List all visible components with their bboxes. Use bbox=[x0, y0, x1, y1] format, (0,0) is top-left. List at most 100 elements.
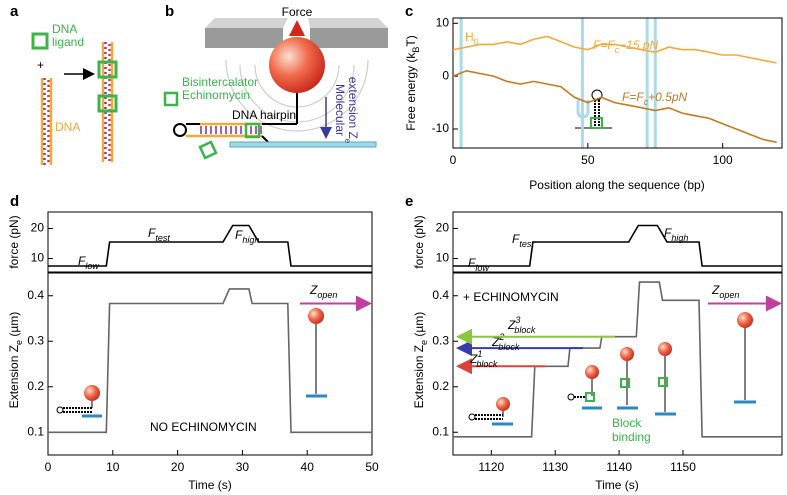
dna-right bbox=[97, 42, 118, 162]
panel-label: b bbox=[165, 3, 174, 20]
y-axis-label-part: (µm) bbox=[412, 312, 426, 340]
magnet bbox=[205, 28, 283, 48]
block-label-part: Z bbox=[507, 318, 516, 332]
force-label: Ftest bbox=[148, 226, 170, 243]
y-axis-label-part: B bbox=[411, 47, 421, 53]
drug-icon bbox=[163, 91, 179, 107]
zopen-label-part: open bbox=[317, 290, 337, 300]
block-label-part: 1 bbox=[477, 349, 482, 359]
force-label-part: high bbox=[242, 235, 259, 245]
series-label-part: c bbox=[615, 45, 620, 55]
y-axis-label-part: T) bbox=[404, 35, 418, 46]
force-label: Flow bbox=[468, 256, 489, 273]
block-label-part: Z bbox=[469, 352, 478, 366]
magnet bbox=[310, 28, 388, 48]
force-label-part: test bbox=[519, 239, 534, 249]
x-tick-label: 10 bbox=[106, 460, 120, 474]
y-tick-label: 10 bbox=[31, 251, 45, 265]
block-label-part: 3 bbox=[515, 315, 520, 325]
cartoons-e bbox=[468, 312, 756, 426]
zopen-label: Zopen bbox=[711, 283, 739, 300]
force-label-part: F bbox=[78, 254, 86, 268]
force-label-part: low bbox=[85, 261, 99, 271]
plot-frame bbox=[452, 17, 783, 149]
ligand-label: ligand bbox=[52, 35, 84, 49]
zopen-label: Zopen bbox=[309, 283, 337, 300]
y-axis-label: force (pN) bbox=[412, 215, 426, 268]
force-label-part: F bbox=[664, 226, 672, 240]
y-axis-label: Free energy (kBT) bbox=[404, 35, 421, 130]
block-label-part: block bbox=[498, 342, 520, 352]
force-label: Fhigh bbox=[235, 228, 259, 245]
series-label-part: −15 pN bbox=[619, 38, 658, 52]
x-tick-label: 30 bbox=[236, 460, 250, 474]
panel-a: DNA ligand + DNA bbox=[31, 22, 118, 165]
x-axis-label: Time (s) bbox=[188, 478, 232, 492]
y-tick-label: 0.2 bbox=[432, 379, 449, 393]
y-tick-label: 0.1 bbox=[27, 424, 44, 438]
y-axis-label-part: (µm) bbox=[7, 312, 21, 340]
force-label: Ftest bbox=[512, 232, 534, 249]
series-line bbox=[453, 224, 782, 267]
annotation-part: H bbox=[465, 30, 474, 44]
series-line bbox=[452, 35, 777, 64]
annotation: H0 bbox=[465, 30, 479, 47]
plot-frame bbox=[47, 211, 373, 273]
force-label-part: F bbox=[148, 226, 156, 240]
y-axis-label: Extension Ze (µm) bbox=[7, 312, 24, 409]
x-tick-label: 50 bbox=[581, 153, 595, 167]
plus: + bbox=[37, 58, 44, 72]
hairpin bbox=[173, 93, 298, 160]
block-label: Z2block bbox=[491, 332, 520, 352]
annotation: NO ECHINOMYCIN bbox=[150, 420, 257, 434]
block-label: Z3 block bbox=[507, 315, 536, 335]
x-tick-label: 0 bbox=[45, 460, 52, 474]
series-label-part: F=F bbox=[622, 90, 644, 104]
y-axis-label-part: e bbox=[419, 340, 429, 345]
x-axis-label: Time (s) bbox=[595, 478, 639, 492]
plot-frame bbox=[47, 272, 373, 456]
hairpin-label: DNA hairpin bbox=[232, 108, 296, 122]
x-tick-label: 1130 bbox=[542, 460, 568, 474]
y-axis-label: force (pN) bbox=[7, 215, 21, 268]
block-label-part: block bbox=[476, 359, 498, 369]
series-line bbox=[453, 281, 782, 438]
block-label-part: Z bbox=[491, 335, 500, 349]
ligand-icon bbox=[31, 32, 49, 50]
force-label: Force bbox=[282, 5, 313, 19]
block-label-part: block bbox=[514, 325, 536, 335]
x-tick-label: 1120 bbox=[478, 460, 504, 474]
binding-label: Block bbox=[612, 416, 642, 430]
annotation: + ECHINOMYCIN bbox=[463, 290, 559, 304]
zopen-label-part: open bbox=[719, 290, 739, 300]
y-tick-label: 20 bbox=[31, 221, 45, 235]
extension-label: Molecular bbox=[333, 84, 347, 136]
x-tick-label: 100 bbox=[713, 153, 733, 167]
force-label-part: low bbox=[475, 263, 489, 273]
annotation-part: 0 bbox=[474, 37, 479, 47]
y-axis-label-part: Extension Z bbox=[412, 345, 426, 408]
force-label-part: F bbox=[468, 256, 476, 270]
extension-label-part: extension Z bbox=[346, 77, 360, 139]
y-axis-label-part: Free energy (k bbox=[404, 52, 418, 131]
bead bbox=[269, 37, 325, 93]
x-tick-label: 0 bbox=[450, 153, 457, 167]
series-label: F=Fc−15 pN bbox=[593, 38, 659, 55]
series-label-part: c bbox=[644, 97, 649, 107]
y-tick-label: 0 bbox=[442, 68, 449, 82]
y-axis-label-part: e bbox=[14, 340, 24, 345]
ligand-label: DNA bbox=[52, 22, 77, 36]
series-line bbox=[48, 288, 372, 434]
panel-b: Force Bisintercalator Echinomycin DNA ha… bbox=[163, 5, 388, 160]
y-tick-label: 0.4 bbox=[432, 288, 449, 302]
series-line bbox=[48, 224, 372, 267]
dna-left bbox=[40, 78, 53, 165]
drug-label: Bisintercalator bbox=[182, 75, 258, 89]
y-tick-label: 0.3 bbox=[27, 333, 44, 347]
y-tick-label: 0.2 bbox=[27, 379, 44, 393]
zopen-label-part: Z bbox=[309, 283, 318, 297]
x-tick-label: 50 bbox=[365, 460, 379, 474]
y-tick-label: 10 bbox=[436, 15, 450, 29]
surface bbox=[229, 141, 377, 148]
series-line bbox=[452, 69, 777, 143]
